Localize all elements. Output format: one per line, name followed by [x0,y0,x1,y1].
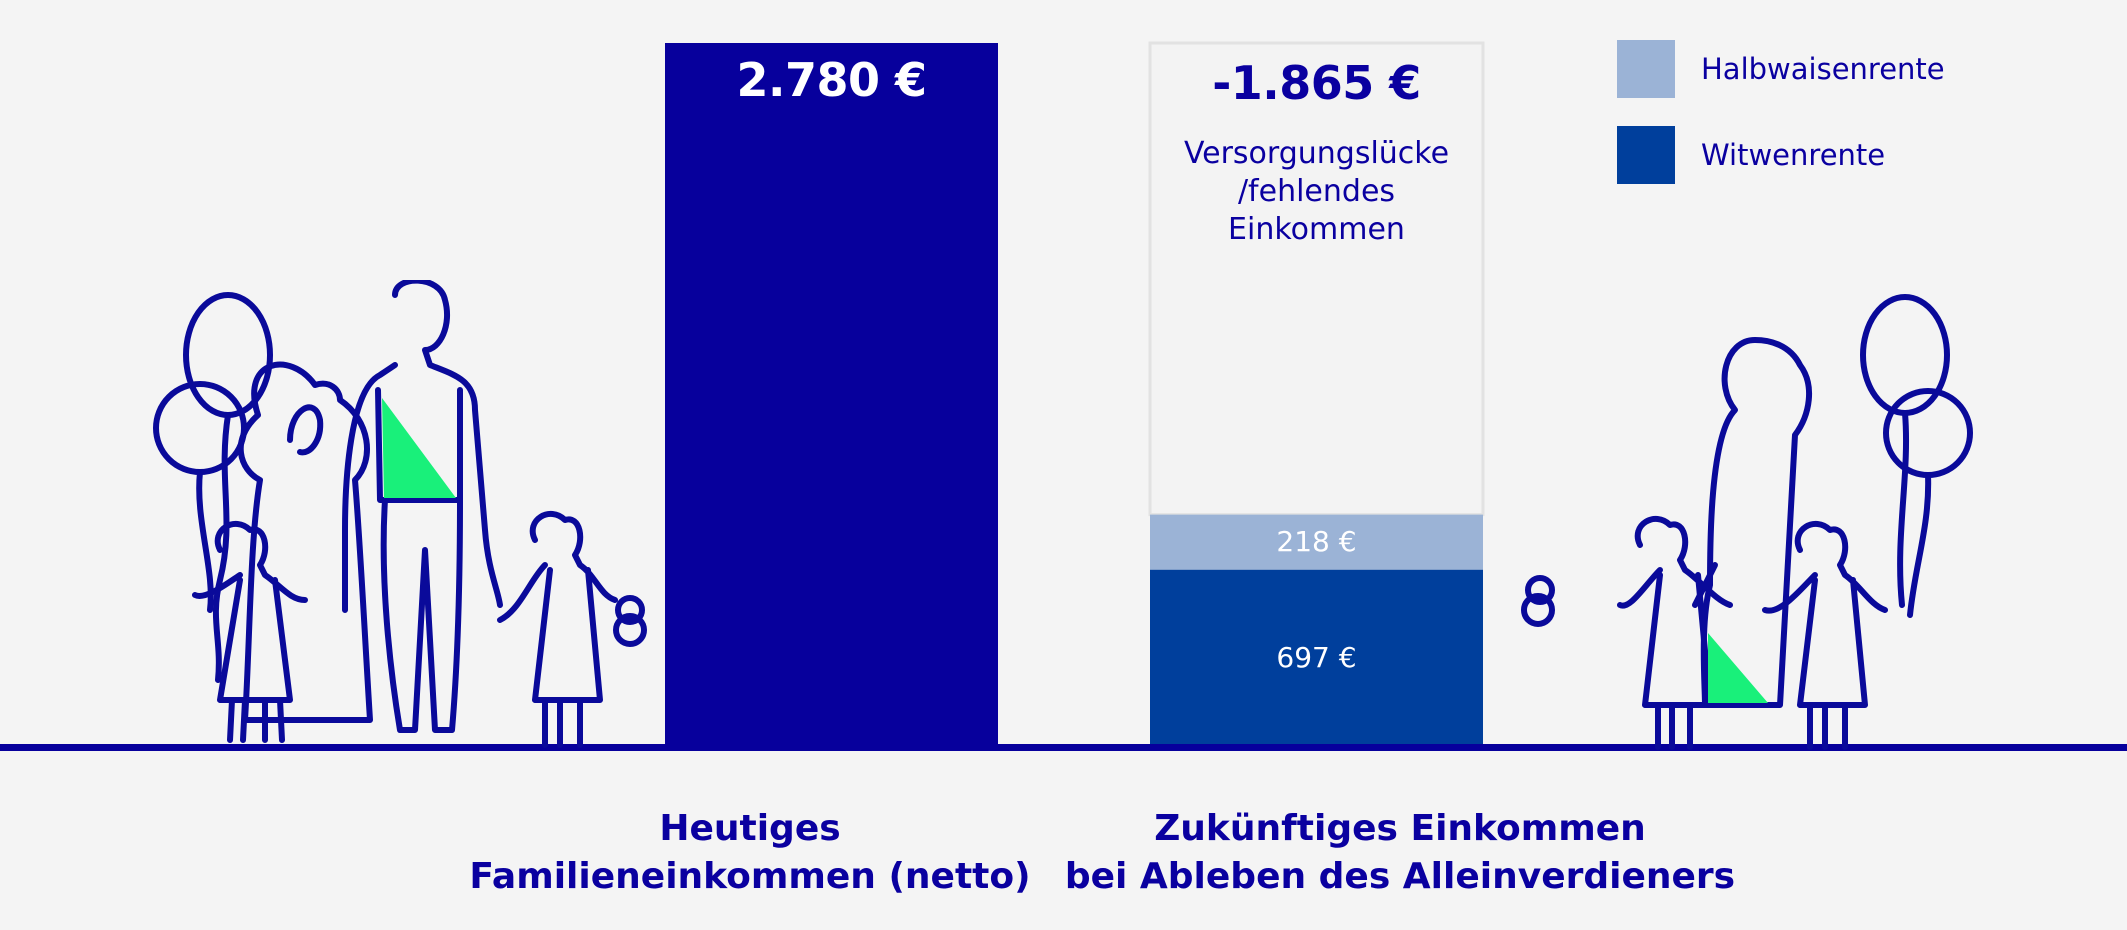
legend-item-halbwaisenrente: Halbwaisenrente [1617,40,1945,98]
legend-label-halbwaisenrente: Halbwaisenrente [1701,52,1945,86]
bar-total-label-current: 2.780 € [736,53,927,107]
child-icon [497,511,618,748]
gap-annotation: Versorgungslücke /fehlendes Einkommen [1183,136,1450,247]
teddy-icon [1525,575,1555,605]
category-label-future: Zukünftiges Einkommen bei Ableben des Al… [1064,808,1736,897]
segment-label-witwenrente: 697 € [1276,640,1357,674]
man-icon [342,280,503,733]
bar-gap-segment [1148,41,1485,517]
baseline [0,744,2127,751]
child-icon [1762,521,1888,750]
child-icon [1617,516,1733,750]
woman-icon [1700,337,1813,708]
woman-icon [237,361,373,723]
teddy-icon [615,595,645,625]
legend: Halbwaisenrente Witwenrente [1617,40,1945,212]
legend-swatch-witwenrente [1617,126,1675,184]
segment-label-halbwaisenrente: 218 € [1276,525,1357,559]
child-icon [192,521,308,743]
category-label-current: Heutiges Familieneinkommen (netto) [469,808,1031,897]
bar-total-label-gap: -1.865 € [1212,56,1421,110]
bar-segment-halbwaisenrente [1150,514,1483,570]
accent-shape [382,398,456,498]
bar-segment-witwenrente [1150,569,1483,746]
legend-swatch-halbwaisenrente [1617,40,1675,98]
bar-current-income [665,43,998,746]
family-illustration-right [1521,294,1973,750]
family-illustration-left [153,280,647,748]
legend-label-witwenrente: Witwenrente [1701,138,1886,172]
accent-shape [1708,633,1768,703]
legend-item-witwenrente: Witwenrente [1617,126,1945,184]
